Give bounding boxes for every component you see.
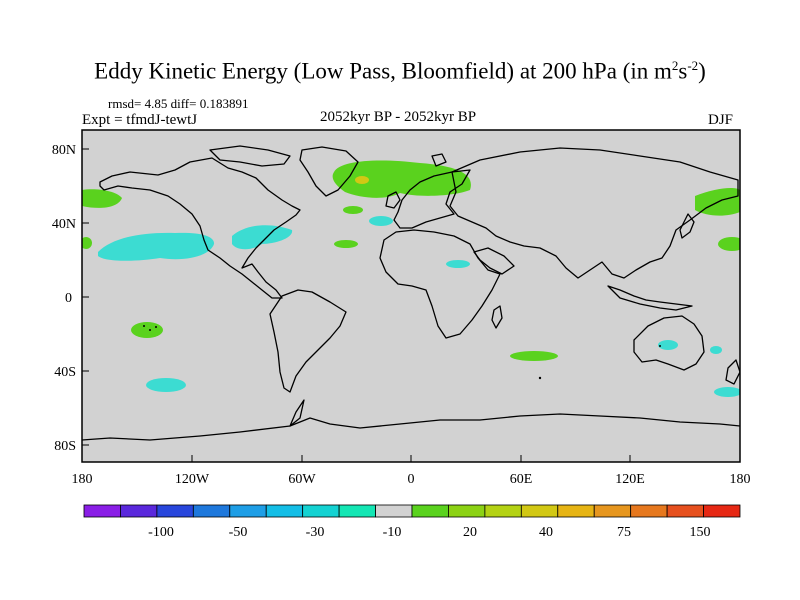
negative-patch-north-africa — [446, 260, 470, 268]
title-sup1: 2 — [671, 58, 679, 73]
colorbar-label: -30 — [306, 525, 325, 540]
lon-label: 60E — [510, 472, 533, 487]
negative-patch-australia — [658, 340, 678, 350]
axis-ticks — [81, 148, 741, 462]
lat-label: 40N — [52, 217, 76, 232]
colorbar-swatch — [375, 504, 413, 518]
colorbar-labels: -100 -50 -30 -10 20 40 75 150 — [148, 525, 710, 540]
strong-positive-spot — [355, 176, 369, 184]
period-label: 2052kyr BP - 2052kyr BP — [320, 109, 477, 125]
negative-patch-north-america — [232, 225, 293, 250]
dot-1 — [143, 325, 145, 327]
colorbar-swatch — [557, 504, 595, 518]
colorbar-swatch — [630, 504, 668, 518]
negative-patch-tasman — [710, 346, 722, 354]
coast-svalbard — [431, 153, 447, 167]
colorbar-label: 40 — [539, 525, 553, 540]
coast-europe — [393, 169, 471, 229]
negative-patch-atlantic — [369, 216, 393, 226]
coast-north-america — [99, 157, 301, 299]
title-main: Eddy Kinetic Energy (Low Pass, Bloomfiel… — [94, 58, 672, 84]
colorbar-swatch — [520, 504, 559, 518]
anomaly-patches — [82, 160, 740, 397]
colorbar-swatch — [229, 504, 267, 518]
coast-antarctic-peninsula — [289, 399, 305, 427]
positive-patch-west-edge — [82, 237, 92, 249]
positive-patch-greenland-sea — [343, 206, 363, 214]
lat-label: 0 — [65, 291, 72, 306]
colorbar-swatch — [338, 504, 376, 518]
colorbar-label: 150 — [690, 525, 711, 540]
coast-greenland — [299, 146, 359, 197]
negative-patch-south-east — [714, 387, 740, 397]
coast-australia — [633, 315, 705, 371]
lon-label: 120W — [175, 472, 210, 487]
colorbar-swatch — [83, 504, 121, 518]
positive-patch-east-pacific — [82, 189, 122, 208]
dot-3 — [155, 326, 157, 328]
dot-2 — [149, 329, 151, 331]
lat-label: 80S — [54, 439, 76, 454]
colorbar-label: -50 — [229, 525, 248, 540]
coastlines — [82, 145, 740, 441]
dot-4 — [538, 376, 542, 380]
coast-madagascar — [491, 305, 503, 329]
coast-asia — [449, 147, 739, 279]
negative-patch-south-pacific — [146, 378, 186, 392]
colorbar-label: 20 — [463, 525, 477, 540]
lon-labels: 180 120W 60W 0 60E 120E 180 — [72, 472, 751, 487]
positive-patch-mid-atlantic — [334, 240, 358, 248]
colorbar-swatch — [593, 504, 632, 518]
colorbar-swatch — [666, 504, 704, 518]
coast-arctic-islands — [209, 145, 291, 167]
colorbar-swatch — [156, 504, 194, 518]
colorbar-swatch — [120, 504, 158, 518]
experiment-label: Expt = tfmdJ-tewtJ — [82, 112, 198, 128]
coast-south-america — [269, 289, 347, 393]
lat-label: 80N — [52, 143, 76, 158]
colorbar-swatch — [703, 504, 741, 518]
colorbar-swatch — [192, 504, 231, 518]
map-area — [82, 130, 740, 462]
lon-label: 180 — [72, 472, 93, 487]
positive-patch-south-africa — [510, 351, 558, 361]
coast-british-isles — [385, 191, 401, 209]
colorbar-swatch — [265, 504, 304, 518]
lon-label: 0 — [408, 472, 415, 487]
colorbar-label: -10 — [383, 525, 402, 540]
title-mid: s — [678, 58, 688, 84]
contour-dots — [143, 325, 661, 380]
season-label: DJF — [708, 112, 734, 128]
lon-label: 120E — [615, 472, 645, 487]
colorbar-swatch — [302, 504, 340, 518]
positive-patch-north-atlantic — [332, 160, 471, 198]
colorbar-swatch — [448, 504, 486, 518]
chart-title: Eddy Kinetic Energy (Low Pass, Bloomfiel… — [0, 58, 800, 85]
coast-arabia — [473, 247, 515, 275]
coast-africa — [379, 229, 501, 339]
lon-label: 180 — [730, 472, 751, 487]
colorbar — [83, 504, 741, 518]
colorbar-label: -100 — [148, 525, 174, 540]
negative-patch-north-pacific — [98, 232, 215, 261]
coast-antarctica — [82, 413, 740, 441]
coast-new-zealand — [725, 359, 740, 385]
dot-5 — [659, 345, 661, 347]
title-end: ) — [698, 58, 706, 84]
lat-labels: 80N 40N 0 40S 80S — [52, 143, 76, 454]
positive-patch-south-pacific — [131, 322, 163, 338]
colorbar-swatch — [484, 504, 522, 518]
lat-label: 40S — [54, 365, 76, 380]
positive-patch-east-edge — [718, 237, 740, 251]
colorbar-swatch — [411, 504, 449, 518]
lon-label: 60W — [288, 472, 316, 487]
coast-indonesia — [607, 285, 693, 311]
title-sup2: -2 — [687, 58, 699, 73]
stats-label: rmsd= 4.85 diff= 0.183891 — [108, 96, 249, 111]
coast-japan — [679, 213, 695, 239]
colorbar-label: 75 — [617, 525, 631, 540]
